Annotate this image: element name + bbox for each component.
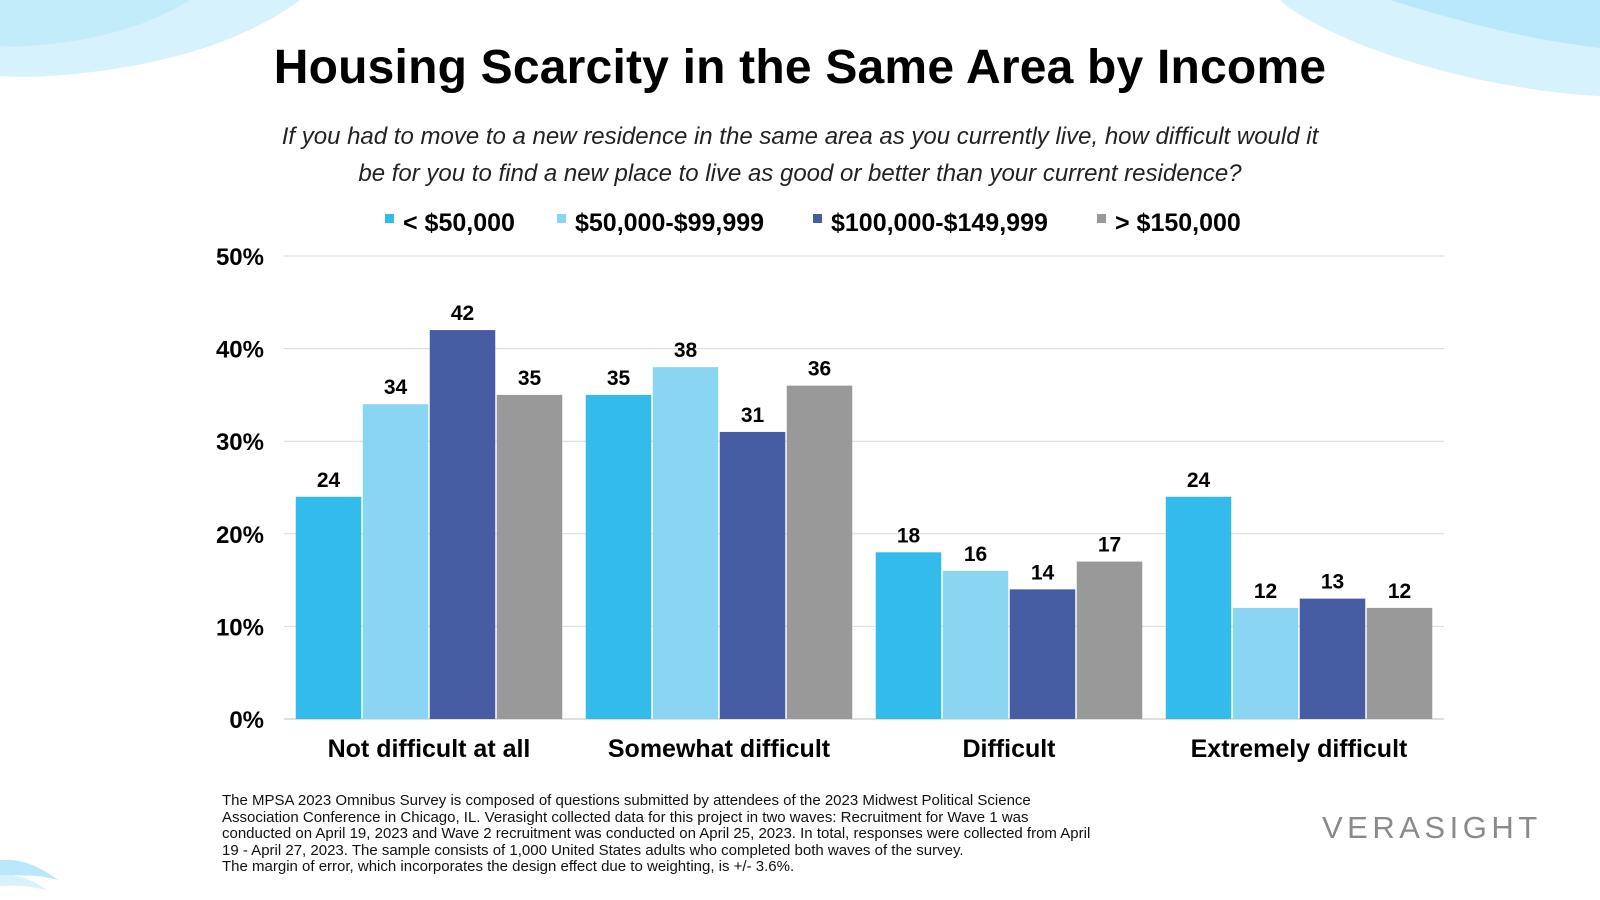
bar	[496, 394, 563, 719]
x-category-label: Not difficult at all	[328, 735, 531, 763]
bar	[1232, 607, 1299, 719]
bar	[429, 330, 496, 719]
bar	[1009, 589, 1076, 719]
data-label: 24	[1187, 469, 1211, 492]
bar	[786, 385, 853, 719]
data-label: 18	[897, 524, 921, 547]
chart-subtitle: If you had to move to a new residence in…	[200, 118, 1400, 192]
bar	[362, 404, 429, 719]
y-tick-label: 30%	[216, 429, 264, 456]
data-label: 38	[674, 339, 698, 362]
data-label: 24	[317, 469, 341, 492]
legend-swatch	[1097, 214, 1106, 223]
footnote-line: Association Conference in Chicago, IL. V…	[222, 808, 1029, 826]
data-label: 35	[607, 367, 631, 390]
data-label: 35	[518, 367, 542, 390]
subtitle-line-1: If you had to move to a new residence in…	[281, 123, 1319, 150]
legend-swatch	[385, 214, 394, 223]
bar	[942, 570, 1009, 719]
legend-label: < $50,000	[403, 209, 515, 237]
data-label: 14	[1031, 561, 1055, 584]
data-label: 13	[1321, 571, 1344, 594]
chart-title: Housing Scarcity in the Same Area by Inc…	[273, 41, 1327, 94]
footnote-line: The MPSA 2023 Omnibus Survey is composed…	[222, 792, 1031, 809]
x-category-label: Difficult	[962, 735, 1056, 763]
data-label: 12	[1388, 580, 1411, 603]
subtitle-line-2: be for you to find a new place to live a…	[358, 160, 1242, 187]
bar	[875, 552, 942, 719]
data-label: 34	[384, 376, 408, 399]
bar	[1299, 598, 1366, 719]
footnote-line: 19 - April 27, 2023. The sample consists…	[222, 841, 964, 859]
data-label: 42	[451, 302, 474, 325]
data-label: 16	[964, 543, 987, 566]
legend-label: $50,000-$99,999	[575, 209, 764, 237]
x-category-label: Somewhat difficult	[608, 735, 831, 763]
legend-label: > $150,000	[1115, 209, 1241, 237]
data-label: 31	[741, 404, 765, 427]
bar	[1076, 561, 1143, 719]
footnote: The MPSA 2023 Omnibus Survey is composed…	[222, 792, 1274, 876]
bar	[719, 431, 786, 719]
data-label: 17	[1098, 534, 1121, 557]
legend-label: $100,000-$149,999	[831, 209, 1048, 237]
y-tick-label: 10%	[216, 614, 264, 641]
bottom-left-wave-2	[0, 874, 46, 890]
legend-swatch	[557, 214, 566, 223]
y-tick-label: 40%	[216, 337, 264, 364]
bar-chart: 0% 10% 20% 30% 40% 50% 24 34 42 35 Not difficult a…	[216, 209, 1444, 763]
bar	[1165, 496, 1232, 719]
y-tick-label: 50%	[216, 244, 264, 271]
data-label: 36	[808, 358, 831, 381]
footnote-line: The margin of error, which incorporates …	[222, 858, 795, 875]
x-category-label: Extremely difficult	[1191, 735, 1408, 763]
y-tick-label: 20%	[216, 522, 264, 549]
verasight-logo: VERASIGHT	[1322, 810, 1542, 845]
footnote-line: conducted on April 19, 2023 and Wave 2 r…	[222, 825, 1091, 842]
bar	[585, 394, 652, 719]
bar	[295, 496, 362, 719]
y-tick-label: 0%	[229, 707, 264, 734]
bottom-left-wave	[0, 859, 58, 880]
data-label: 12	[1254, 580, 1277, 603]
bar	[1366, 607, 1433, 719]
bar	[652, 367, 719, 719]
legend-swatch	[813, 214, 822, 223]
